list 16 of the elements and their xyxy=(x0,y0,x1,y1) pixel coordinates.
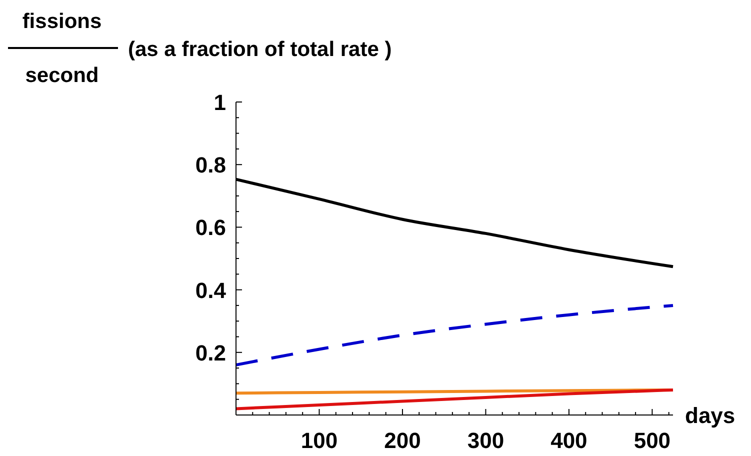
y-tick-label: 0.6 xyxy=(195,215,226,240)
line-series xyxy=(234,388,674,410)
x-axis-title: days xyxy=(685,403,736,428)
y-tick-label: 0.8 xyxy=(195,152,226,178)
x-tick-label: 400 xyxy=(550,428,588,453)
y-tick-label: 0.4 xyxy=(195,278,227,303)
y-axis-title: (as a fraction of total rate ) xyxy=(128,38,392,61)
x-tick-label: 500 xyxy=(634,428,671,453)
text: second xyxy=(25,64,99,87)
text: fissions xyxy=(22,10,102,33)
line-series xyxy=(234,304,674,366)
x-tick-label: 200 xyxy=(384,428,421,453)
x-tick-label: 100 xyxy=(300,428,338,453)
x-tick-label: 300 xyxy=(467,428,504,453)
y-tick-label: 0.2 xyxy=(195,340,226,366)
y-tick-label: 1 xyxy=(214,90,226,115)
